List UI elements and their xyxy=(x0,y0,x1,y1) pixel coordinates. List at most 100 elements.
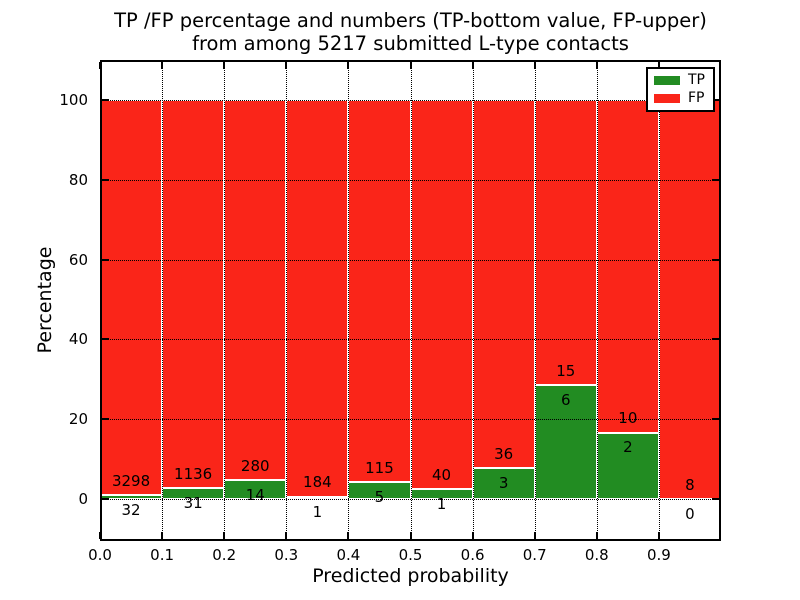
y-tick xyxy=(102,418,109,421)
gridline-horizontal xyxy=(100,179,721,181)
fp-count-label: 8 xyxy=(685,475,695,494)
chart-title: TP /FP percentage and numbers (TP-bottom… xyxy=(100,9,721,55)
y-tick-label: 40 xyxy=(68,330,88,349)
x-tick-label: 0.8 xyxy=(584,546,609,564)
bar-fp-segment xyxy=(597,100,659,433)
x-tick xyxy=(409,532,412,539)
x-tick xyxy=(533,532,536,539)
x-tick xyxy=(595,532,598,539)
plot-area: 3298 32 1136 31 280 14 184 1 115 5 40 1 36 3 15 6 10 2 8 0 … xyxy=(99,60,721,541)
x-tick xyxy=(223,532,226,539)
x-tick xyxy=(161,532,164,539)
legend-item-tp: TP xyxy=(654,73,707,88)
x-tick-label: 0.4 xyxy=(336,546,361,564)
fp-count-label: 3298 xyxy=(111,471,151,490)
x-tick-label: 0.7 xyxy=(522,546,547,564)
x-tick xyxy=(657,532,660,539)
gridline-vertical xyxy=(534,60,536,541)
y-tick-right xyxy=(712,99,719,101)
gridline-horizontal xyxy=(100,499,721,500)
gridline-horizontal xyxy=(100,339,721,341)
y-tick xyxy=(102,99,109,101)
tp-count-label: 32 xyxy=(121,500,141,519)
y-tick-right xyxy=(712,178,719,181)
y-tick-right xyxy=(712,338,719,341)
bar-tp-segment xyxy=(535,385,597,499)
x-tick-label: 0.0 xyxy=(88,546,112,564)
x-tick-top xyxy=(161,62,164,69)
gridline-horizontal xyxy=(100,419,721,421)
gridline-vertical xyxy=(348,60,350,541)
x-tick-label: 0.3 xyxy=(274,546,299,564)
gridline-vertical xyxy=(286,60,288,541)
fp-count-label: 280 xyxy=(240,456,270,475)
chart-title-line2: from among 5217 submitted L-type contact… xyxy=(192,32,629,55)
x-tick-label: 0.9 xyxy=(646,546,671,564)
x-tick-top xyxy=(471,62,474,69)
x-tick-label: 0.6 xyxy=(460,546,485,564)
x-tick-label: 0.1 xyxy=(150,546,175,564)
bar-fp-segment xyxy=(286,100,348,497)
x-axis-label: Predicted probability xyxy=(312,565,509,587)
y-tick-label: 60 xyxy=(68,250,88,269)
bar-fp-segment xyxy=(162,100,224,489)
tp-count-label: 0 xyxy=(685,504,695,523)
x-tick-top xyxy=(347,62,350,69)
tp-count-label: 1 xyxy=(436,495,447,514)
y-tick xyxy=(102,178,109,181)
gridline-vertical xyxy=(596,60,598,541)
tp-count-label: 3 xyxy=(498,474,509,493)
x-tick-top xyxy=(533,62,536,69)
bar-fp-segment xyxy=(411,100,473,490)
x-tick-top xyxy=(409,62,412,69)
gridline-vertical xyxy=(162,60,164,541)
fp-count-label: 40 xyxy=(432,465,452,484)
x-tick-top xyxy=(285,62,288,69)
fp-count-label: 15 xyxy=(556,361,576,380)
bar-fp-segment xyxy=(473,100,535,469)
gridline-vertical xyxy=(658,60,660,541)
y-tick xyxy=(102,498,109,500)
bar-tp-segment xyxy=(597,432,659,499)
gridline-horizontal xyxy=(100,259,721,261)
tp-count-label: 6 xyxy=(560,390,571,409)
legend-label-fp: FP xyxy=(688,89,705,106)
legend-item-fp: FP xyxy=(654,89,707,106)
fp-count-label: 36 xyxy=(494,444,514,463)
tp-count-label: 5 xyxy=(374,488,385,507)
y-tick xyxy=(102,338,109,341)
y-tick-right xyxy=(712,258,719,261)
x-tick-top xyxy=(657,62,660,69)
x-tick xyxy=(347,532,350,539)
gridline-vertical xyxy=(410,60,412,541)
fp-count-label: 1136 xyxy=(174,465,213,484)
x-tick xyxy=(285,532,288,539)
bar-fp-segment xyxy=(100,100,162,496)
x-tick-label: 0.5 xyxy=(398,546,423,564)
x-tick-top xyxy=(99,62,101,69)
y-axis-label: Percentage xyxy=(34,246,56,354)
fp-swatch-icon xyxy=(654,93,680,103)
tp-count-label: 31 xyxy=(183,494,203,513)
fp-count-label: 115 xyxy=(365,459,394,477)
x-tick xyxy=(471,532,474,539)
bar-fp-segment xyxy=(348,100,411,483)
fp-count-label: 10 xyxy=(618,409,638,428)
gridline-vertical xyxy=(224,60,226,541)
x-tick-top xyxy=(223,62,226,69)
y-tick-label: 80 xyxy=(68,170,88,189)
legend-label-tp: TP xyxy=(688,72,705,89)
x-tick-label: 0.2 xyxy=(212,546,237,564)
gridline-vertical xyxy=(472,60,474,541)
tp-count-label: 1 xyxy=(312,502,323,521)
tp-count-label: 14 xyxy=(245,485,265,504)
y-tick-right xyxy=(712,498,719,500)
bar-tp-segment xyxy=(473,468,535,499)
fp-count-label: 184 xyxy=(303,473,332,492)
tp-count-label: 2 xyxy=(623,438,633,457)
gridline-horizontal xyxy=(100,100,721,101)
x-tick xyxy=(99,532,101,539)
bar-fp-segment xyxy=(535,100,597,385)
bar-fp-segment xyxy=(659,100,721,499)
